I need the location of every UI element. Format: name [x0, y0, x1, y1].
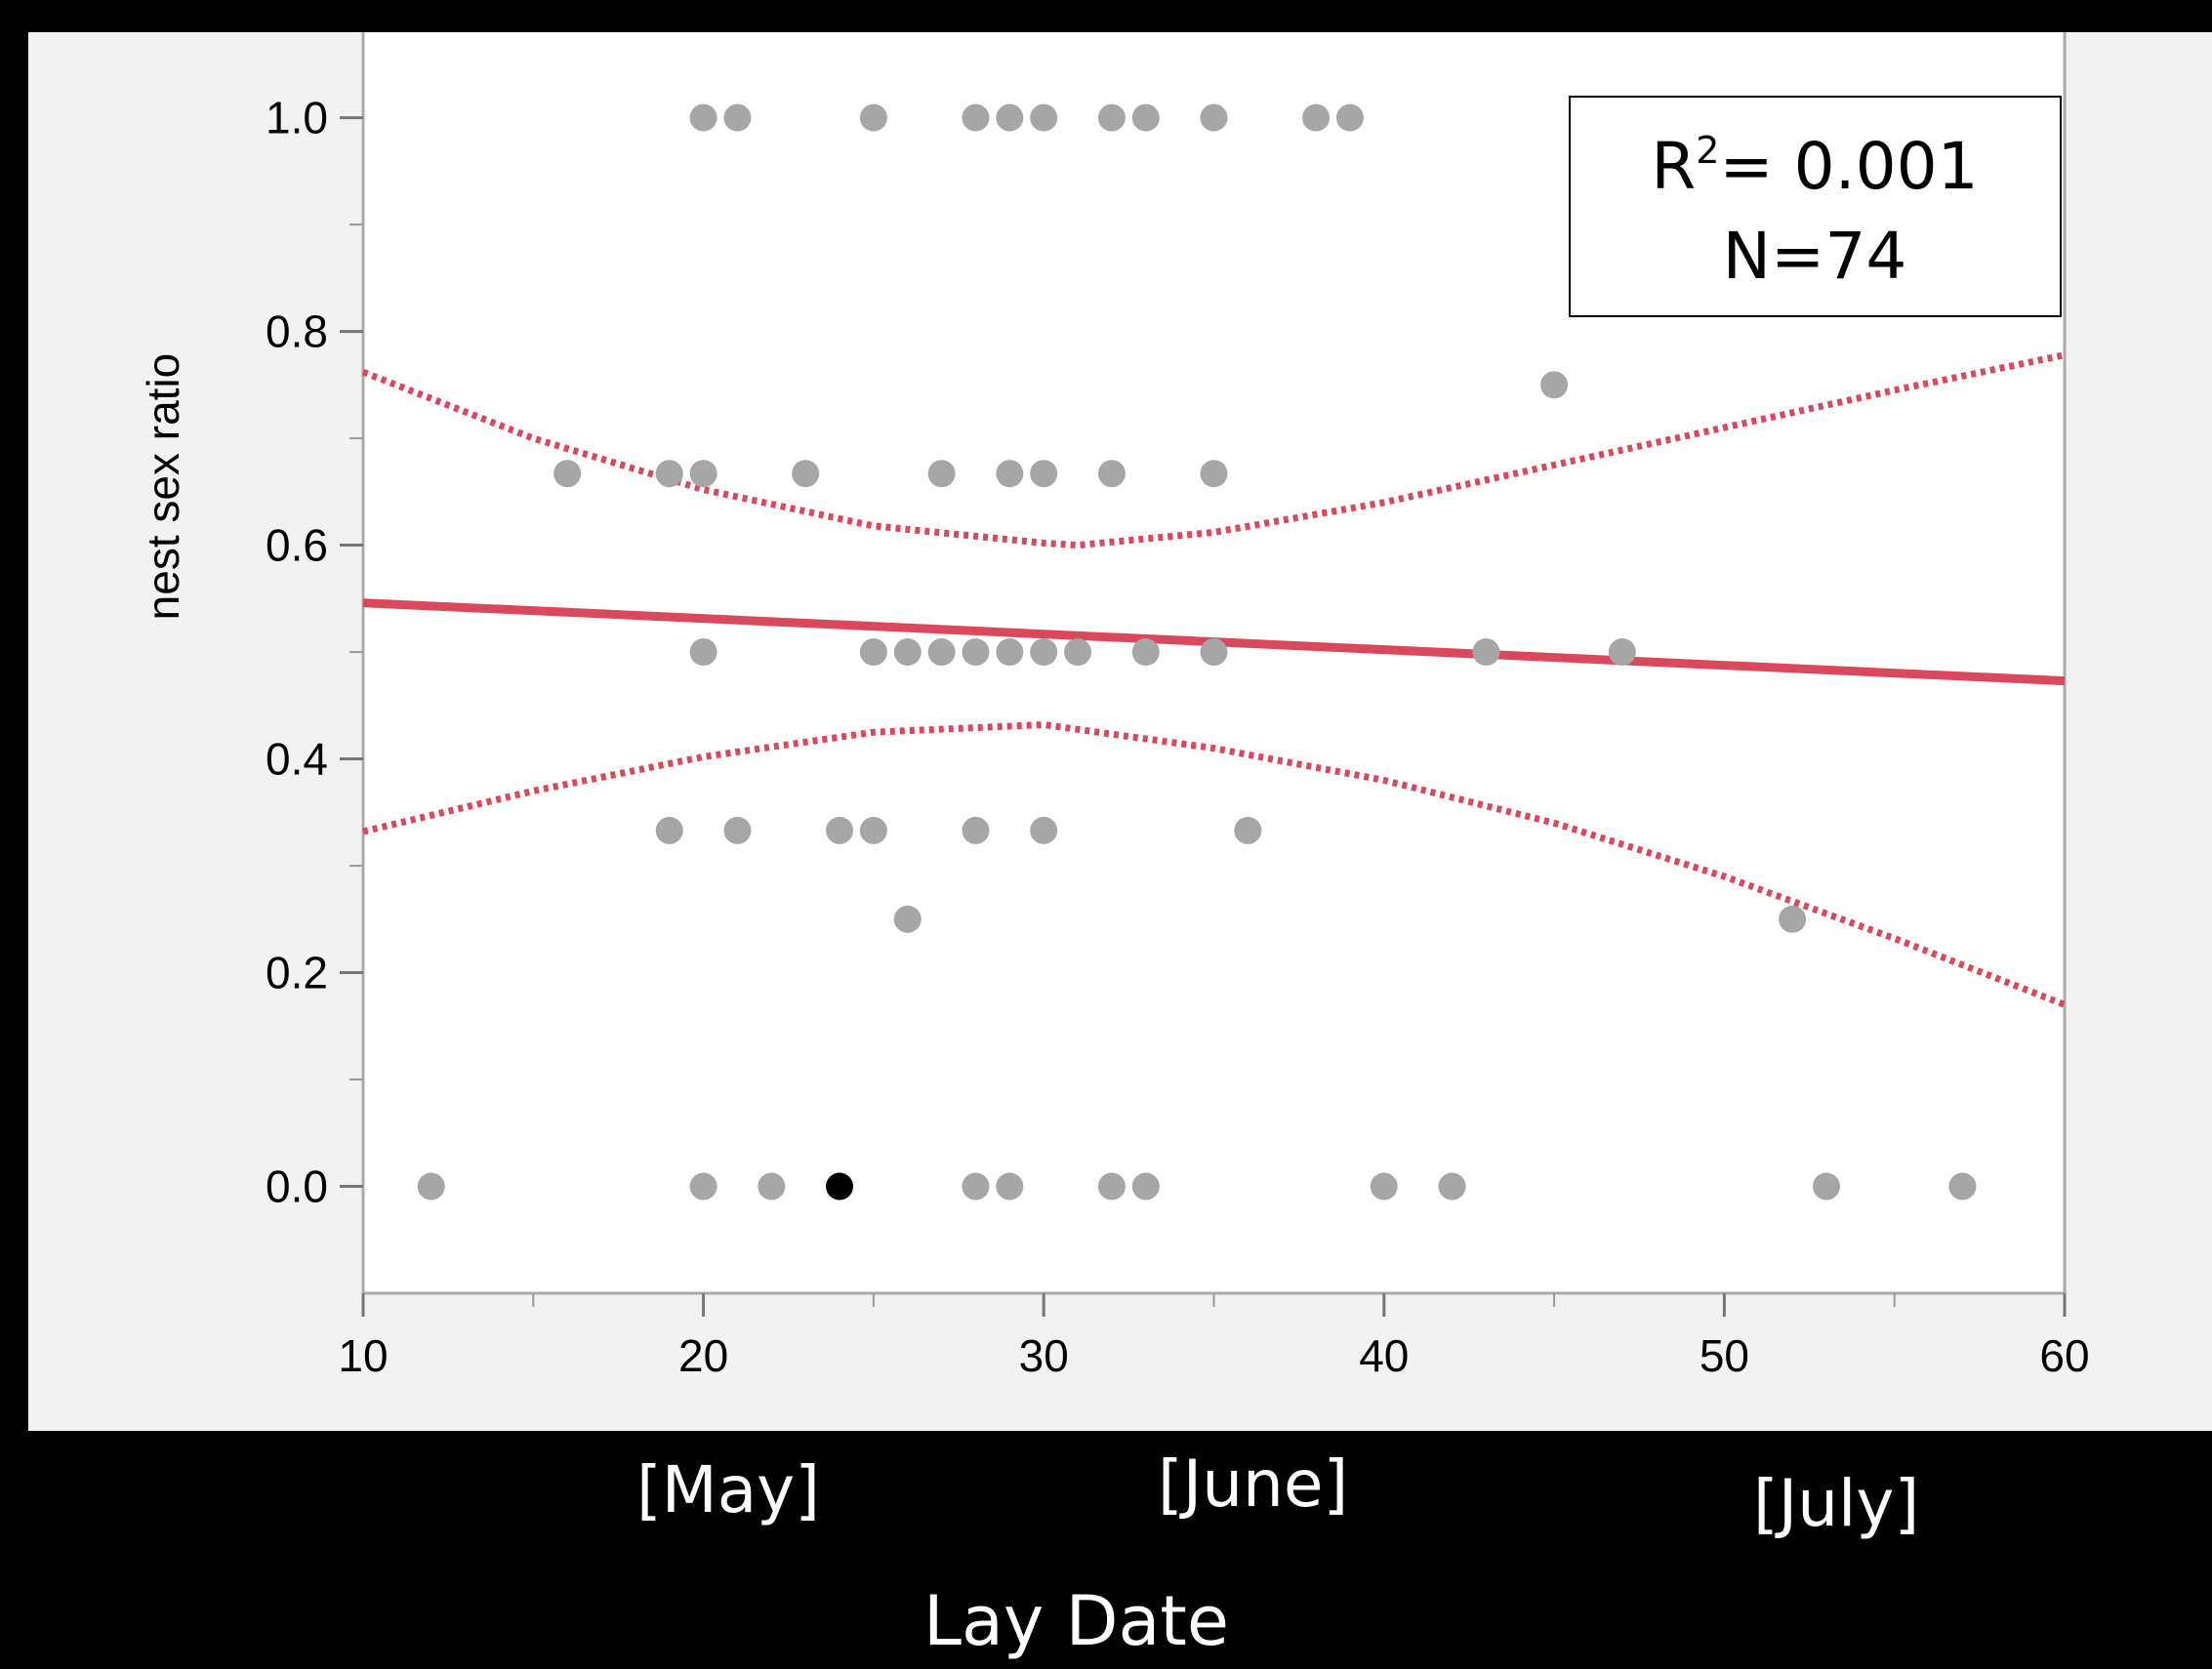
data-point [1200, 103, 1228, 132]
data-point [996, 460, 1024, 488]
data-point [962, 816, 990, 844]
data-point [1200, 460, 1228, 488]
data-point [996, 1172, 1024, 1201]
data-point [689, 460, 717, 488]
data-point [996, 638, 1024, 667]
month-label-june: [June] [1158, 1446, 1349, 1522]
svg-text:R2= 0.001: R2= 0.001 [1651, 129, 1978, 204]
data-point [1131, 1172, 1160, 1201]
data-point [689, 638, 717, 667]
y-tick-label: 0.6 [266, 520, 328, 571]
data-point [859, 103, 887, 132]
y-tick-label: 1.0 [266, 93, 328, 143]
data-point [859, 638, 887, 667]
r2-label: R [1651, 129, 1696, 204]
data-point [1335, 103, 1364, 132]
x-tick-label: 20 [678, 1330, 728, 1381]
data-point [655, 460, 683, 488]
month-label-july: [July] [1753, 1466, 1920, 1541]
data-point [1234, 816, 1262, 844]
data-point [826, 816, 854, 844]
data-point [1097, 103, 1126, 132]
confidence-band-upper [361, 351, 2066, 550]
x-tick-label: 50 [1700, 1330, 1749, 1381]
r2-superscript: 2 [1696, 129, 1719, 172]
y-axis-title: nest sex ratio [138, 353, 188, 621]
data-point [962, 103, 990, 132]
data-point [893, 638, 922, 667]
data-point [1131, 638, 1160, 667]
data-point [1097, 460, 1126, 488]
y-tick-label: 0.0 [266, 1161, 328, 1212]
x-tick-label: 40 [1359, 1330, 1409, 1381]
data-point [1438, 1172, 1466, 1201]
data-point [689, 1172, 717, 1201]
data-point [723, 103, 752, 132]
data-point [962, 638, 990, 667]
data-point [417, 1172, 445, 1201]
data-point [1131, 103, 1160, 132]
data-point [655, 816, 683, 844]
highlighted-data-point [826, 1172, 854, 1201]
data-point [893, 905, 922, 933]
data-point [1030, 638, 1058, 667]
data-point [1030, 460, 1058, 488]
x-tick-label: 10 [338, 1330, 388, 1381]
data-point [859, 816, 887, 844]
data-point [996, 103, 1024, 132]
x-axis-title: Lay Date [923, 1581, 1229, 1661]
data-point [1608, 638, 1636, 667]
n-label: N=74 [1723, 219, 1907, 294]
data-point [1472, 638, 1500, 667]
r2-value: = 0.001 [1719, 129, 1978, 204]
data-point [962, 1172, 990, 1201]
x-tick-label: 60 [2039, 1330, 2089, 1381]
data-point [1370, 1172, 1398, 1201]
data-point [1302, 103, 1331, 132]
scatter-chart: 0.0 0.2 0.4 0.6 0.8 1.0 10 20 30 40 50 60 nest sex r… [138, 32, 2090, 1381]
data-point [792, 460, 820, 488]
data-point [1779, 905, 1807, 933]
data-point [1064, 638, 1092, 667]
stats-box: R2= 0.001 N=74 [1569, 96, 2062, 317]
data-point [927, 460, 956, 488]
x-tick-label: 30 [1019, 1330, 1069, 1381]
data-point [758, 1172, 786, 1201]
data-point [1030, 816, 1058, 844]
y-tick-label: 0.2 [266, 948, 328, 998]
data-point [1200, 638, 1228, 667]
data-point [689, 103, 717, 132]
y-tick-label: 0.4 [266, 734, 328, 785]
data-point [1812, 1172, 1840, 1201]
data-point [723, 816, 752, 844]
data-point [1097, 1172, 1126, 1201]
y-tick-label: 0.8 [266, 306, 328, 357]
confidence-band-lower [362, 720, 2067, 1008]
data-point [927, 638, 956, 667]
month-label-may: [May] [636, 1452, 820, 1527]
data-point [1948, 1172, 1977, 1201]
data-point [1030, 103, 1058, 132]
data-point [553, 460, 582, 488]
data-point [1540, 371, 1569, 399]
plot-panel: 0.0 0.2 0.4 0.6 0.8 1.0 10 20 30 40 50 60 nest sex r… [28, 32, 2212, 1431]
